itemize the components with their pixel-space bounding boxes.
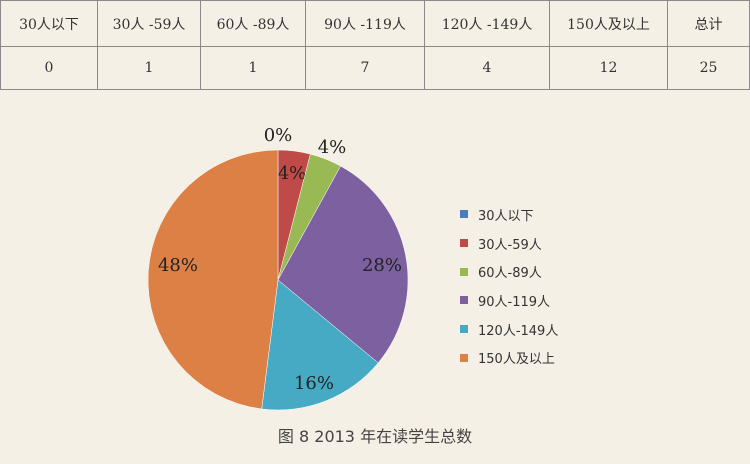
- value-cell: 12: [549, 46, 668, 90]
- legend-label: 30人-59人: [478, 237, 542, 253]
- legend-item: 30人-59人: [460, 229, 558, 258]
- pie-percent-label: 48%: [158, 255, 198, 276]
- value-cell: 1: [97, 46, 201, 90]
- legend-label: 90人-119人: [478, 294, 551, 310]
- figure-caption: 图 8 2013 年在读学生总数: [277, 427, 473, 446]
- legend-label: 120人-149人: [478, 323, 559, 339]
- legend-swatch: [460, 353, 468, 362]
- pie-slice: [277, 165, 409, 364]
- value-cell: 0: [0, 46, 98, 90]
- legend-item: 120人-149人: [460, 315, 558, 344]
- pie-percent-label: 28%: [362, 255, 402, 276]
- student-count-table: 30人以下 30人 -59人 60人 -89人 90人 -119人 120人 -…: [0, 0, 750, 90]
- chart-legend: 30人以下 30人-59人 60人-89人 90人-119人 120人-149人 150人…: [460, 200, 558, 372]
- legend-item: 30人以下: [460, 200, 558, 229]
- legend-label: 30人以下: [478, 208, 534, 224]
- pie-percent-label: 4%: [278, 163, 307, 184]
- header-cell: 30人以下: [0, 0, 98, 47]
- legend-item: 150人及以上: [460, 343, 558, 372]
- header-cell: 30人 -59人: [97, 0, 201, 47]
- legend-swatch: [460, 296, 468, 305]
- header-cell: 90人 -119人: [305, 0, 425, 47]
- legend-label: 60人-89人: [478, 266, 542, 282]
- legend-swatch: [460, 239, 468, 248]
- legend-label: 150人及以上: [478, 352, 555, 368]
- legend-swatch: [460, 267, 468, 276]
- table-value-row: 0 1 1 7 4 12 25: [0, 46, 750, 90]
- legend-item: 90人-119人: [460, 286, 558, 315]
- pie-percent-label: 16%: [294, 373, 334, 394]
- header-cell: 总计: [667, 0, 750, 47]
- pie-slice: [261, 279, 379, 411]
- value-cell: 7: [305, 46, 425, 90]
- value-cell: 25: [667, 46, 750, 90]
- legend-swatch: [460, 325, 468, 334]
- legend-swatch: [460, 210, 468, 219]
- legend-item: 60人-89人: [460, 257, 558, 286]
- pie-percent-label: 0%: [264, 125, 293, 146]
- value-cell: 1: [200, 46, 306, 90]
- table-header-row: 30人以下 30人 -59人 60人 -89人 90人 -119人 120人 -…: [0, 0, 750, 47]
- pie-slice: [147, 149, 279, 410]
- pie-percent-label: 4%: [318, 137, 347, 158]
